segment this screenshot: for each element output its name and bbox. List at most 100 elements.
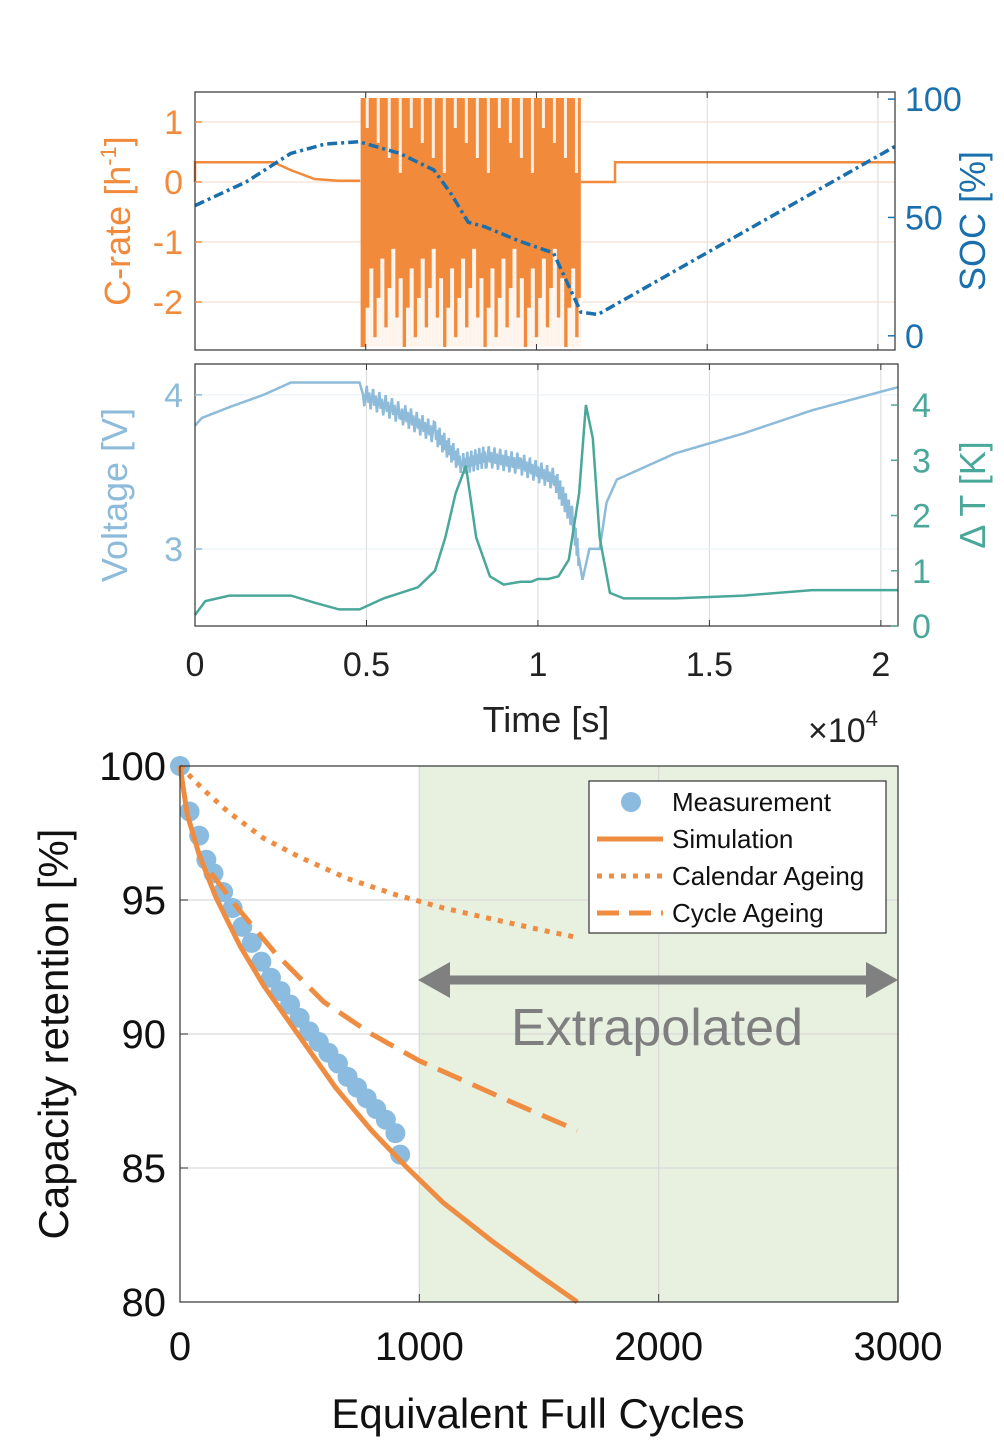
bottom-xticklabel-2: 2000	[614, 1325, 703, 1369]
crate-spike-gap-17	[424, 327, 429, 347]
crate-spike-gap-49	[541, 258, 546, 347]
bottom-yticklabel-0: 100	[99, 745, 166, 789]
crate-spike-gap-46	[530, 268, 535, 347]
soc-line	[194, 139, 896, 317]
crate-spike-gap-58	[574, 337, 579, 347]
crate-top-gap-4	[409, 98, 413, 128]
legend-items: Measurement Simulation Calendar Ageing Cycl…	[597, 787, 864, 928]
crate-spike-gap-51	[549, 288, 554, 347]
crate-spike-gap-14	[413, 337, 418, 347]
crate-spike-gap-21	[439, 278, 444, 347]
middle-left-ticklabel-1: 3	[164, 531, 183, 569]
crate-spike-gap-41	[512, 248, 517, 347]
bottom-yticklabel-3: 85	[122, 1147, 167, 1191]
top-series	[193, 98, 896, 347]
crate-spike-gap-39	[505, 327, 510, 347]
crate-spike-gap-24	[450, 268, 455, 347]
measurement-point-24	[390, 1144, 411, 1165]
voltage-line	[194, 381, 899, 581]
middle-panel: 4 3 4 3 2 1 0 0 0.5 1 1.5 2 Voltage [V] Δ T [K] Tim…	[94, 363, 993, 750]
bottom-xticklabel-1: 1000	[375, 1325, 464, 1369]
crate-top-gap-13	[508, 98, 512, 143]
bottom-xticklabel-3: 3000	[854, 1325, 943, 1369]
legend-label-3: Cycle Ageing	[672, 898, 824, 928]
crate-spike-gap-47	[534, 337, 539, 347]
crate-spike-gap-20	[435, 317, 440, 347]
deltaT-line	[193, 404, 898, 616]
extrapolated-label: Extrapolated	[511, 999, 803, 1057]
crate-top-gap-12	[497, 98, 501, 128]
cycle-ageing-line	[209, 871, 579, 1133]
top-right-ylabel: SOC [%]	[952, 151, 993, 291]
middle-xticklabel-4: 2	[871, 646, 890, 684]
top-left-ticklabel-2: -1	[153, 224, 183, 262]
crate-line-post	[580, 160, 895, 184]
middle-right-ticklabel-0: 4	[912, 387, 931, 425]
crate-top-gap-7	[442, 98, 446, 173]
top-right-ticklabel-0: 100	[905, 81, 962, 119]
crate-spike-gap-3	[372, 337, 377, 347]
crate-spike-gap-2	[369, 268, 374, 347]
crate-spike-gap-56	[567, 307, 572, 347]
crate-spike-gap-27	[461, 258, 466, 347]
legend-label-0: Measurement	[672, 787, 832, 817]
crate-spike-gap-8	[391, 248, 396, 347]
crate-spike-gap-18	[428, 288, 433, 347]
crate-top-gap-18	[563, 98, 567, 158]
crate-spike-gap-40	[508, 288, 513, 347]
crate-spike-gap-10	[398, 278, 403, 347]
middle-ticks: 4 3 4 3 2 1 0 0 0.5 1 1.5 2	[164, 364, 931, 684]
measurement-point-23	[385, 1123, 406, 1144]
crate-spike-gap-54	[560, 278, 565, 347]
crate-spike-gap-15	[417, 297, 422, 347]
crate-spike-gap-45	[527, 307, 532, 347]
middle-x-exponent-power: 4	[866, 706, 878, 731]
middle-xlabel: Time [s]	[483, 699, 610, 740]
legend-label-1: Simulation	[672, 824, 793, 854]
crate-top-gap-6	[431, 98, 435, 158]
top-left-ticklabel-3: -2	[153, 284, 183, 322]
crate-spike-gap-57	[571, 268, 576, 347]
crate-spike-gap-34	[486, 307, 491, 347]
top-ticks: 1 0 -1 -2 100 50 0	[153, 81, 962, 356]
measurement-point-6	[222, 898, 243, 919]
middle-right-ticklabel-3: 1	[912, 553, 931, 591]
top-right-ticklabel-1: 50	[905, 199, 943, 237]
crate-spike-gap-48	[538, 297, 543, 347]
crate-spike-gap-38	[501, 258, 506, 347]
top-left-ylabel-sup: -1	[96, 146, 121, 166]
middle-grid	[195, 364, 898, 626]
crate-spike-gap-37	[497, 297, 502, 347]
crate-top-gap-5	[420, 98, 424, 143]
middle-xticklabel-2: 1	[528, 646, 547, 684]
top-left-ticklabel-1: 0	[164, 164, 183, 202]
crate-spike-gap-50	[545, 327, 550, 347]
crate-spike-gap-16	[420, 258, 425, 347]
crate-spike-gap-30	[472, 248, 477, 347]
crate-spike-gap-52	[552, 248, 557, 347]
bottom-yticklabel-2: 90	[122, 1013, 167, 1057]
middle-series	[193, 381, 899, 616]
crate-top-gap-0	[365, 98, 369, 128]
middle-left-ticklabel-0: 4	[164, 377, 183, 415]
crate-spike-gap-53	[556, 317, 561, 347]
crate-spike-gap-28	[464, 327, 469, 347]
crate-spike-gap-4	[376, 297, 381, 347]
middle-xticklabel-3: 1.5	[686, 646, 733, 684]
bottom-xlabel: Equivalent Full Cycles	[331, 1390, 744, 1437]
middle-right-ylabel: Δ T [K]	[952, 441, 993, 548]
crate-top-gap-15	[530, 98, 534, 173]
middle-right-ticklabel-1: 3	[912, 442, 931, 480]
crate-spike-gap-25	[453, 337, 458, 347]
bottom-ylabel: Capacity retention [%]	[30, 829, 77, 1240]
middle-xticklabel-0: 0	[186, 646, 205, 684]
top-left-ylabel-end: ]	[97, 136, 138, 146]
crate-top-gap-3	[398, 98, 402, 173]
bottom-yticklabel-1: 95	[122, 879, 167, 923]
crate-spike-gap-32	[479, 278, 484, 347]
middle-right-ticklabel-4: 0	[912, 608, 931, 646]
crate-spike-gap-7	[387, 288, 392, 347]
top-left-ticklabel-0: 1	[164, 104, 183, 142]
crate-top-gap-9	[464, 98, 468, 143]
